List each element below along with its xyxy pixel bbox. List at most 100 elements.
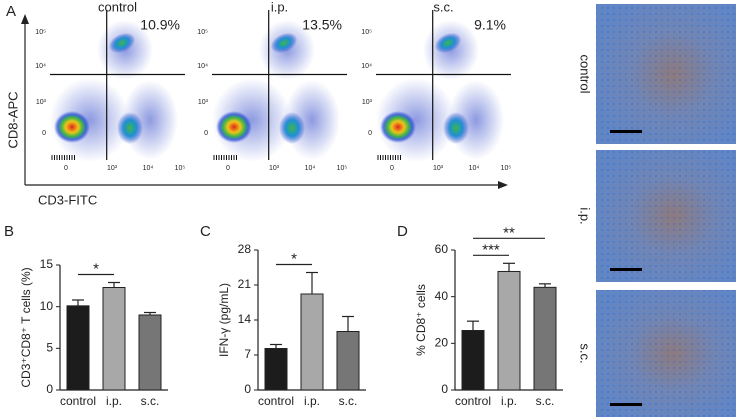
bar	[138, 314, 162, 391]
x-tick-label: i.p.	[304, 394, 320, 408]
bar	[264, 348, 288, 391]
cd8-population	[434, 32, 462, 54]
scale-bar	[610, 130, 642, 133]
x-tick-label: 0	[390, 165, 394, 172]
x-tick-label: 10⁴	[143, 165, 154, 172]
image-label: s.c.	[578, 343, 593, 363]
y-tick-label: 28	[238, 242, 252, 256]
significance-label: ***	[482, 241, 500, 258]
bar-chart: C 0 7 14 21 28 IFN-γ (pg/mL) control i.p. s.c. *	[200, 223, 366, 408]
cd4-population	[117, 112, 143, 144]
bar	[300, 293, 324, 391]
panel-label: C	[200, 223, 211, 240]
y-tick-label: 10⁵	[35, 29, 46, 36]
y-tick-label: 10⁴	[197, 63, 208, 70]
x-tick-label: s.c.	[141, 394, 160, 408]
y-tick-label: 0	[244, 382, 251, 396]
x-tick-label: 10³	[433, 165, 444, 172]
quadrant-percent: 10.9%	[140, 17, 180, 33]
x-tick-label: 10⁴	[469, 165, 480, 172]
y-axis-label: IFN-γ (pg/mL)	[217, 283, 231, 357]
panel-label: D	[397, 223, 408, 240]
x-tick-label: control	[455, 394, 491, 408]
quadrant-percent: 13.5%	[302, 17, 342, 33]
y-tick-label: 40	[435, 289, 449, 303]
x-tick-label: s.c.	[536, 394, 555, 408]
scale-bar	[610, 268, 642, 271]
bar	[66, 305, 90, 391]
arrow-head	[21, 14, 29, 24]
image-label: i.p.	[578, 207, 593, 224]
y-tick-label: 7	[244, 347, 251, 361]
bar	[497, 270, 521, 391]
arrow-head	[498, 181, 508, 189]
plot-title: s.c.	[433, 0, 453, 14]
y-tick-label: 20	[435, 336, 449, 350]
bar	[461, 330, 485, 391]
significance-label: *	[93, 260, 99, 277]
panel-label: B	[4, 223, 14, 240]
y-tick-label: 60	[435, 242, 449, 256]
y-tick-label: 0	[46, 382, 53, 396]
y-tick-label: 0	[441, 382, 448, 396]
x-tick-label: s.c.	[339, 394, 358, 408]
x-tick-label: control	[258, 394, 294, 408]
y-tick-label: 0	[42, 130, 46, 137]
x-label: CD3-FITC	[38, 192, 97, 207]
y-tick-label: 21	[238, 277, 252, 291]
x-tick-label: 10⁵	[337, 165, 348, 172]
y-tick-label: 10³	[362, 99, 373, 106]
flow-plot: s.c. 9.1% 10⁵ 10⁴ 10³ 0 0 10³ 10⁴ 10⁵	[361, 0, 511, 172]
x-tick-label: 0	[64, 165, 68, 172]
y-tick-label: 0	[204, 130, 208, 137]
plot-title: control	[98, 0, 137, 14]
bar-chart: D 0 20 40 60 % CD8⁺ cells control i.p. s.c. *****	[397, 223, 563, 408]
cd3-neg-population	[54, 111, 90, 143]
y-tick-label: 10³	[36, 99, 47, 106]
y-tick-label: 10	[40, 299, 54, 313]
y-label: CD8-APC	[5, 91, 20, 148]
y-tick-label: 10³	[198, 99, 209, 106]
x-tick-label: 10⁴	[305, 165, 316, 172]
scale-bar	[610, 403, 642, 406]
y-axis-label: CD3⁺CD8⁺ T cells (%)	[19, 267, 33, 387]
quadrant-percent: 9.1%	[474, 17, 506, 33]
bar	[336, 331, 360, 391]
bar	[102, 287, 126, 391]
y-tick-label: 14	[238, 312, 252, 326]
panel-label: A	[6, 3, 16, 20]
y-tick-label: 10⁵	[361, 29, 372, 36]
histology-texture	[596, 150, 736, 282]
y-axis-label: % CD8⁺ cells	[414, 284, 428, 356]
x-tick-label: 10³	[107, 165, 118, 172]
y-tick-label: 5	[46, 341, 53, 355]
cd3-neg-population	[380, 111, 416, 143]
bar-chart: B 0 5 10 15 CD3⁺CD8⁺ T cells (%) control i.p. s.…	[4, 223, 168, 408]
x-tick-label: 0	[226, 165, 230, 172]
y-tick-label: 10⁴	[361, 63, 372, 70]
cd8-population	[270, 32, 298, 54]
bar	[533, 286, 557, 391]
y-tick-label: 15	[40, 257, 54, 271]
y-tick-label: 0	[368, 130, 372, 137]
cd4-population	[279, 112, 305, 144]
flow-plot: i.p. 13.5% 10⁵ 10⁴ 10³ 0 0 10³ 10⁴ 10⁵	[197, 0, 347, 172]
y-tick-label: 10⁵	[197, 29, 208, 36]
image-label: control	[578, 54, 593, 93]
cd8-population	[108, 32, 136, 54]
x-tick-label: i.p.	[501, 394, 517, 408]
significance-label: **	[503, 224, 515, 241]
x-tick-label: 10³	[269, 165, 280, 172]
x-tick-label: i.p.	[106, 394, 122, 408]
histology-texture	[596, 290, 736, 417]
y-tick-label: 10⁴	[35, 63, 46, 70]
x-tick-label: 10⁵	[175, 165, 186, 172]
x-tick-label: 10⁵	[501, 165, 512, 172]
x-tick-label: control	[60, 394, 96, 408]
significance-label: *	[291, 250, 297, 267]
plot-title: i.p.	[271, 0, 288, 14]
